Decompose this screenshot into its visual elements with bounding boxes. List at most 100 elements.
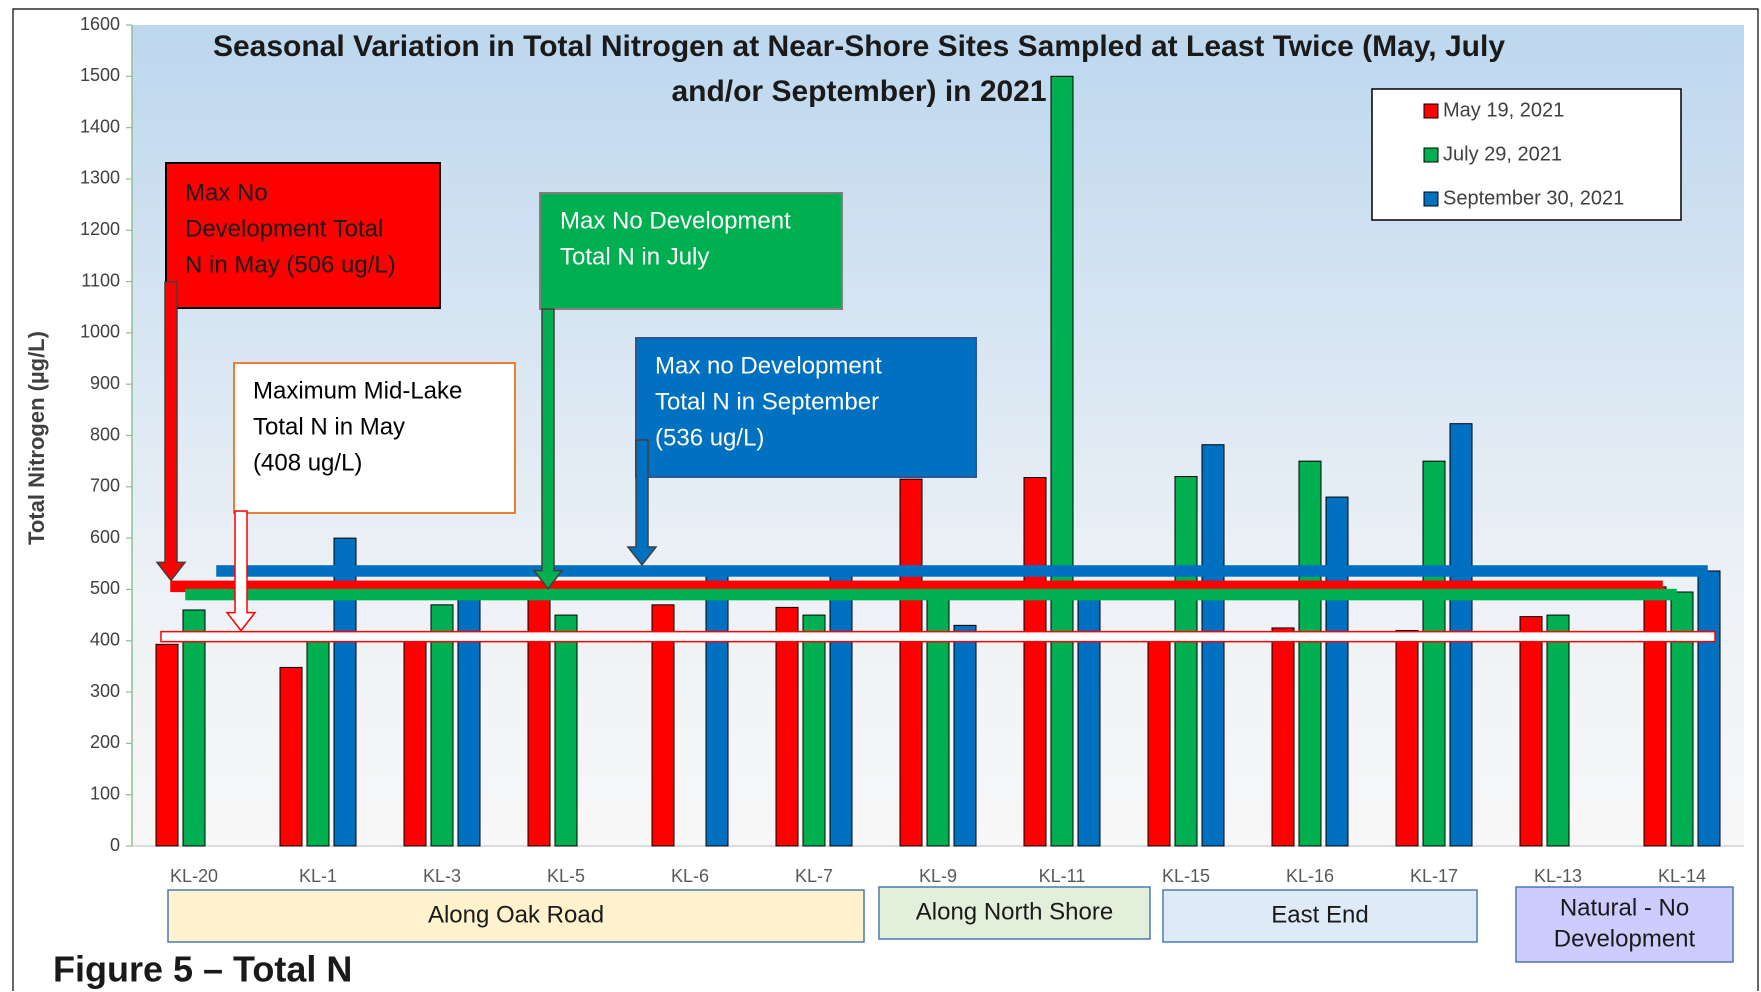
legend-swatch <box>1423 147 1439 163</box>
y-tick-label: 1200 <box>80 219 120 239</box>
reference-band <box>160 630 1716 643</box>
y-tick-label: 100 <box>90 783 120 803</box>
chart-border <box>12 8 1759 991</box>
x-tick-label: KL-1 <box>299 866 337 886</box>
bar <box>1271 627 1295 847</box>
x-tick-label: KL-13 <box>1534 866 1582 886</box>
bar <box>1519 616 1543 847</box>
annotation-arrow <box>532 308 564 590</box>
legend-label: September 30, 2021 <box>1443 187 1624 209</box>
bar <box>554 614 578 847</box>
annotation-text: N in May (506 ug/L) <box>185 251 396 278</box>
bar <box>279 666 303 847</box>
y-tick-label: 900 <box>90 373 120 393</box>
chart-title: and/or September) in 2021 <box>671 75 1046 108</box>
reference-band <box>185 588 1677 601</box>
y-tick-label: 700 <box>90 476 120 496</box>
y-tick-label: 800 <box>90 424 120 444</box>
group-label: East End <box>1271 901 1368 928</box>
annotation-text: (408 ug/L) <box>253 449 362 476</box>
annotation-text: Total N in September <box>655 388 879 415</box>
y-tick-label: 0 <box>110 835 120 855</box>
annotation-text: Max No Development <box>560 207 791 234</box>
bar <box>926 588 950 847</box>
annotation-arrow <box>155 281 187 582</box>
y-tick-label: 1400 <box>80 116 120 136</box>
group-box <box>878 886 1151 940</box>
bar <box>182 609 206 847</box>
y-tick-label: 500 <box>90 578 120 598</box>
annotation-arrow <box>626 439 658 567</box>
bar <box>899 478 923 847</box>
x-tick-label: KL-7 <box>795 866 833 886</box>
x-tick-label: KL-6 <box>671 866 709 886</box>
group-box <box>1162 889 1478 943</box>
x-tick-label: KL-5 <box>547 866 585 886</box>
figure-caption: Figure 5 – Total N <box>53 949 352 990</box>
bar <box>829 573 853 847</box>
group-label: Development <box>1554 925 1696 952</box>
bar <box>403 632 427 847</box>
x-tick-label: KL-16 <box>1286 866 1334 886</box>
bar <box>1325 496 1349 847</box>
bar <box>775 606 799 847</box>
bar <box>457 583 481 847</box>
bar <box>1023 477 1047 847</box>
annotation-text: Total N in May <box>253 413 405 440</box>
annotation-text: Total N in July <box>560 243 709 270</box>
bar <box>155 643 179 847</box>
annotation-text: (536 ug/L) <box>655 424 764 451</box>
bar <box>527 588 551 847</box>
bar <box>1422 460 1446 847</box>
legend-swatch <box>1423 191 1439 207</box>
y-axis-label: Total Nitrogen (µg/L) <box>24 331 49 545</box>
bar <box>1697 570 1721 847</box>
bar <box>1077 583 1101 847</box>
bar <box>1050 75 1074 847</box>
annotation-box <box>635 337 977 478</box>
group-label: Along North Shore <box>916 898 1113 925</box>
annotation-arrow <box>225 510 257 632</box>
x-tick-label: KL-14 <box>1658 866 1706 886</box>
group-label: Along Oak Road <box>428 901 604 928</box>
legend-label: May 19, 2021 <box>1443 99 1564 121</box>
bar <box>1174 476 1198 847</box>
bar <box>1147 637 1171 847</box>
group-box <box>167 889 865 943</box>
bar <box>1395 629 1419 847</box>
x-tick-label: KL-17 <box>1410 866 1458 886</box>
chart-title: Seasonal Variation in Total Nitrogen at … <box>213 30 1505 63</box>
x-tick-label: KL-15 <box>1162 866 1210 886</box>
annotation-text: Max No <box>185 179 268 206</box>
bar <box>802 614 826 847</box>
bar <box>953 624 977 847</box>
bar <box>1546 614 1570 847</box>
x-tick-label: KL-9 <box>919 866 957 886</box>
annotation-box <box>233 362 516 514</box>
y-tick-label: 1300 <box>80 168 120 188</box>
y-tick-label: 300 <box>90 681 120 701</box>
bar <box>705 573 729 847</box>
y-tick-label: 1100 <box>81 270 120 290</box>
legend-swatch <box>1423 103 1439 119</box>
annotation-text: Max no Development <box>655 352 882 379</box>
bar <box>1298 460 1322 847</box>
reference-band <box>216 565 1708 577</box>
bar <box>1643 586 1667 847</box>
bar <box>1670 591 1694 847</box>
annotation-text: Maximum Mid-Lake <box>253 377 462 404</box>
y-tick-label: 1500 <box>80 65 120 85</box>
x-tick-label: KL-20 <box>170 866 218 886</box>
group-label: Natural - No <box>1560 894 1689 921</box>
annotation-box <box>165 162 441 309</box>
y-tick-label: 600 <box>90 527 120 547</box>
bar <box>651 604 675 847</box>
y-tick-label: 200 <box>90 732 120 752</box>
bar <box>333 537 357 847</box>
bar <box>1201 444 1225 847</box>
y-tick-label: 400 <box>90 630 120 650</box>
x-tick-label: KL-11 <box>1039 866 1086 886</box>
annotation-box <box>539 192 843 310</box>
annotation-text: Development Total <box>185 215 383 242</box>
